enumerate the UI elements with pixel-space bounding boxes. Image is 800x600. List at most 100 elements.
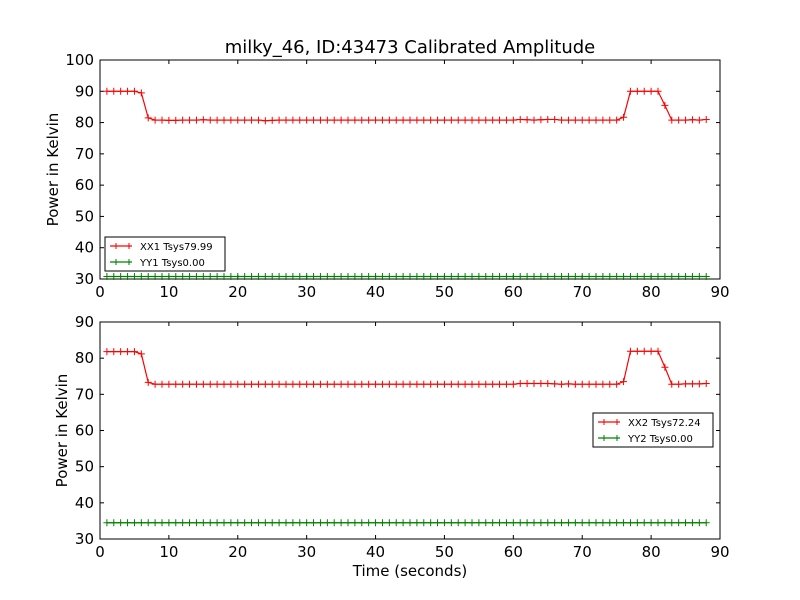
- data-point-marker: [558, 116, 566, 124]
- data-point-marker: [640, 347, 648, 355]
- x-tick-label: 90: [710, 543, 729, 561]
- data-point-marker: [682, 380, 690, 388]
- legend-box: [592, 412, 714, 448]
- data-point-marker: [530, 116, 538, 124]
- data-point-marker: [537, 519, 545, 527]
- data-point-marker: [172, 116, 180, 124]
- data-point-marker: [482, 116, 490, 124]
- data-point-marker: [509, 272, 517, 280]
- data-point-marker: [337, 380, 345, 388]
- data-point-marker: [392, 116, 400, 124]
- data-point-marker: [296, 519, 304, 527]
- y-tick-label: 80: [75, 349, 94, 367]
- data-point-marker: [316, 116, 324, 124]
- data-point-marker: [220, 519, 228, 527]
- y-tick-label: 40: [75, 494, 94, 512]
- data-point-marker: [461, 272, 469, 280]
- data-point-marker: [213, 116, 221, 124]
- data-point-marker: [351, 380, 359, 388]
- data-point-marker: [392, 519, 400, 527]
- data-point-marker: [592, 519, 600, 527]
- data-point-marker: [675, 116, 683, 124]
- data-point-marker: [248, 519, 256, 527]
- data-point-marker: [268, 116, 276, 124]
- data-point-marker: [523, 116, 531, 124]
- data-point-marker: [468, 380, 476, 388]
- data-point-marker: [227, 519, 235, 527]
- data-point-marker: [179, 272, 187, 280]
- data-point-marker: [516, 272, 524, 280]
- data-point-marker: [682, 272, 690, 280]
- data-point-marker: [647, 272, 655, 280]
- data-point-marker: [606, 380, 614, 388]
- data-point-marker: [420, 116, 428, 124]
- data-point-marker: [633, 519, 641, 527]
- data-point-marker: [661, 101, 669, 109]
- data-point-marker: [275, 272, 283, 280]
- data-point-marker: [571, 272, 579, 280]
- data-point-marker: [530, 519, 538, 527]
- data-point-marker: [296, 380, 304, 388]
- data-point-marker: [378, 116, 386, 124]
- data-point-marker: [551, 272, 559, 280]
- data-point-marker: [420, 519, 428, 527]
- data-point-marker: [337, 116, 345, 124]
- data-point-marker: [427, 380, 435, 388]
- data-point-marker: [661, 272, 669, 280]
- data-point-marker: [310, 380, 318, 388]
- data-point-marker: [613, 272, 621, 280]
- data-point-marker: [647, 347, 655, 355]
- data-point-marker: [482, 519, 490, 527]
- data-point-marker: [661, 519, 669, 527]
- data-point-marker: [110, 87, 118, 95]
- data-point-marker: [186, 272, 194, 280]
- data-point-marker: [592, 380, 600, 388]
- data-point-marker: [130, 87, 138, 95]
- data-point-marker: [695, 116, 703, 124]
- data-point-marker: [172, 519, 180, 527]
- data-point-marker: [172, 380, 180, 388]
- data-point-marker: [117, 272, 125, 280]
- data-point-marker: [103, 519, 111, 527]
- data-point-marker: [475, 380, 483, 388]
- data-point-marker: [461, 519, 469, 527]
- y-tick-label: 80: [75, 114, 94, 132]
- data-point-marker: [675, 272, 683, 280]
- x-tick-label: 60: [504, 543, 523, 561]
- data-point-marker: [592, 272, 600, 280]
- x-tick-label: 20: [228, 283, 247, 301]
- data-point-marker: [668, 272, 676, 280]
- data-point-marker: [268, 380, 276, 388]
- data-point-marker: [447, 380, 455, 388]
- data-point-marker: [454, 519, 462, 527]
- data-point-marker: [489, 116, 497, 124]
- data-point-marker: [275, 380, 283, 388]
- data-point-marker: [254, 272, 262, 280]
- data-point-marker: [213, 380, 221, 388]
- data-point-marker: [103, 87, 111, 95]
- data-point-marker: [599, 116, 607, 124]
- data-point-marker: [261, 117, 269, 125]
- data-point-marker: [564, 380, 572, 388]
- data-point-marker: [440, 380, 448, 388]
- data-point-marker: [613, 519, 621, 527]
- data-point-marker: [613, 380, 621, 388]
- data-point-marker: [523, 272, 531, 280]
- y-tick-label: 40: [75, 239, 94, 257]
- data-point-marker: [626, 519, 634, 527]
- data-point-marker: [241, 519, 249, 527]
- data-point-marker: [558, 519, 566, 527]
- data-point-marker: [516, 519, 524, 527]
- y-tick-label: 90: [75, 313, 94, 331]
- data-point-marker: [468, 272, 476, 280]
- data-point-marker: [496, 519, 504, 527]
- data-point-marker: [461, 380, 469, 388]
- data-point-marker: [165, 116, 173, 124]
- data-point-marker: [675, 380, 683, 388]
- data-point-marker: [440, 519, 448, 527]
- data-point-marker: [523, 379, 531, 387]
- data-point-marker: [213, 519, 221, 527]
- data-point-marker: [103, 272, 111, 280]
- data-point-marker: [564, 116, 572, 124]
- legend-box: [104, 236, 226, 272]
